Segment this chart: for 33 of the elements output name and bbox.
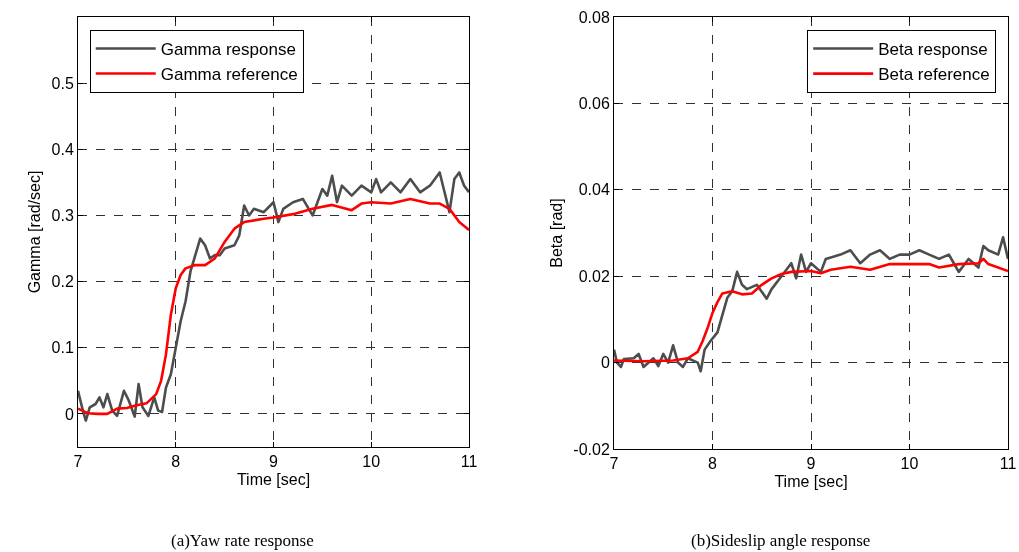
x-tick-label: 10 [362, 453, 381, 471]
y-tick-label: 0.1 [51, 339, 74, 357]
legend-label: Beta reference [878, 65, 990, 85]
text: (b)Sideslip angle response [691, 531, 871, 550]
line-series [614, 257, 1008, 363]
legend-label: Gamma reference [160, 65, 298, 85]
y-axis-title: Beta [rad] [548, 198, 566, 268]
y-tick-label: -0.02 [573, 440, 610, 458]
x-tick-label: 8 [171, 453, 181, 471]
x-tick-label: 7 [609, 455, 619, 473]
x-tick-label: 11 [999, 455, 1017, 473]
x-axis-title: Time [sec] [774, 472, 848, 490]
x-tick-label: 8 [708, 455, 718, 473]
y-tick-label: 0.3 [51, 207, 74, 225]
y-tick-label: 0 [64, 405, 74, 423]
y-tick-label: 0.08 [578, 8, 610, 26]
y-tick-label: 0.06 [578, 95, 610, 112]
x-axis-title: Time [sec] [236, 470, 311, 488]
y-tick-label: 0 [600, 354, 610, 372]
y-tick-label: 0.2 [51, 273, 74, 291]
x-tick-label: 9 [269, 453, 279, 471]
text: (a)Yaw rate response [171, 531, 314, 550]
x-tick-label: 9 [806, 455, 816, 473]
y-tick-label: 0.04 [578, 181, 610, 199]
x-tick-label: 11 [460, 453, 478, 471]
y-tick-label: 0.5 [51, 74, 74, 92]
y-axis-title: Gamma [rad/sec] [26, 170, 44, 294]
legend-label: Gamma response [160, 40, 296, 60]
y-tick-label: 0.02 [578, 267, 610, 285]
legend-label: Beta response [878, 40, 988, 60]
x-tick-label: 10 [900, 455, 919, 473]
x-tick-label: 7 [73, 453, 83, 471]
y-tick-label: 0.4 [51, 140, 74, 158]
